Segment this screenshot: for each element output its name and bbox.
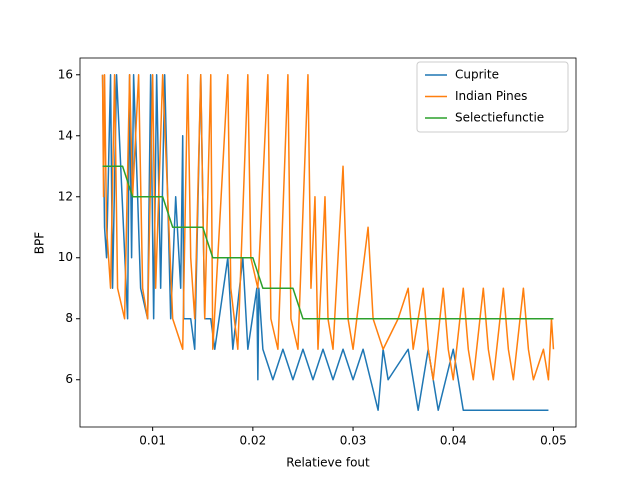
x-axis-label: Relatieve fout: [286, 456, 370, 470]
y-tick-label: 6: [65, 372, 73, 386]
y-tick-label: 16: [58, 67, 73, 81]
y-axis-label: BPF: [33, 232, 47, 254]
plot-area: [101, 74, 555, 411]
x-tick-label: 0.03: [340, 434, 367, 448]
legend-label: Selectiefunctie: [455, 111, 544, 125]
x-tick-label: 0.02: [239, 434, 266, 448]
y-tick-label: 14: [58, 128, 73, 142]
y-tick-label: 10: [58, 250, 73, 264]
axes-frame: [79, 57, 577, 428]
x-tick-label: 0.01: [139, 434, 166, 448]
data-line: [102, 165, 554, 320]
y-tick-label: 12: [58, 189, 73, 203]
data-line: [101, 74, 555, 381]
y-tick-label: 8: [65, 311, 73, 325]
x-tick-label: 0.04: [440, 434, 467, 448]
legend-label: Cuprite: [455, 68, 499, 82]
legend-box: [416, 61, 569, 133]
x-tick-label: 0.05: [540, 434, 567, 448]
legend-label: Indian Pines: [455, 89, 527, 103]
